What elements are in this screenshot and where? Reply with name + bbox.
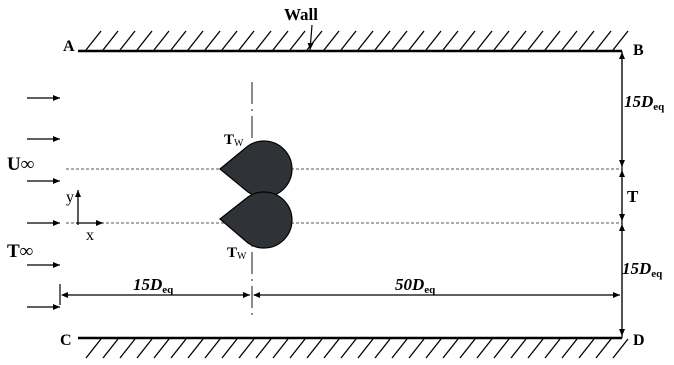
hatch-stroke	[425, 30, 442, 51]
hatch-stroke	[85, 30, 102, 51]
hatch-stroke	[442, 30, 459, 51]
hatch-stroke	[136, 30, 153, 51]
corner-d-label: D	[633, 332, 645, 349]
wall-temperature-bottom-label: TW	[227, 245, 247, 262]
hatch-stroke	[510, 30, 527, 51]
hatch-stroke	[306, 338, 323, 359]
hatch-stroke	[578, 338, 595, 359]
hatch-stroke	[136, 338, 153, 359]
hatch-stroke	[476, 30, 493, 51]
y-axis-label: y	[66, 189, 74, 206]
bottom-wall-hatching	[85, 338, 629, 359]
wall-pointer-arrow	[307, 24, 314, 51]
hatch-stroke	[374, 338, 391, 359]
hatch-stroke	[391, 338, 408, 359]
hatch-stroke	[102, 30, 119, 51]
hatch-stroke	[170, 30, 187, 51]
hatch-stroke	[187, 338, 204, 359]
hatch-stroke	[374, 30, 391, 51]
hatch-stroke	[238, 338, 255, 359]
hatch-stroke	[323, 338, 340, 359]
hatch-stroke	[340, 338, 357, 359]
hatch-stroke	[493, 338, 510, 359]
hatch-stroke	[340, 30, 357, 51]
hatch-stroke	[476, 338, 493, 359]
wall-label: Wall	[284, 5, 318, 24]
hatch-stroke	[527, 338, 544, 359]
hatch-stroke	[221, 338, 238, 359]
lower-teardrop-cylinder	[219, 191, 293, 249]
hatch-stroke	[204, 338, 221, 359]
hatch-stroke	[272, 338, 289, 359]
hatch-stroke	[595, 338, 612, 359]
hatch-stroke	[527, 30, 544, 51]
hatch-stroke	[255, 338, 272, 359]
hatch-stroke	[255, 30, 272, 51]
hatch-stroke	[323, 30, 340, 51]
hatch-stroke	[306, 30, 323, 51]
hatch-stroke	[544, 30, 561, 51]
hatch-stroke	[102, 338, 119, 359]
hatch-stroke	[153, 338, 170, 359]
dim-downstream-label: 50Deq	[395, 275, 436, 296]
corner-b-label: B	[633, 42, 644, 59]
hatch-stroke	[357, 30, 374, 51]
hatch-stroke	[425, 338, 442, 359]
hatch-stroke	[170, 338, 187, 359]
hatch-stroke	[459, 338, 476, 359]
hatch-stroke	[578, 30, 595, 51]
hatch-stroke	[595, 30, 612, 51]
dim-top-right-label: 15Deq	[624, 92, 665, 113]
hatch-stroke	[85, 338, 102, 359]
hatch-stroke	[459, 30, 476, 51]
dim-upstream-label: 15Deq	[133, 275, 174, 296]
gap-t-label: T	[627, 187, 639, 206]
hatch-stroke	[272, 30, 289, 51]
hatch-stroke	[221, 30, 238, 51]
hatch-stroke	[561, 338, 578, 359]
hatch-stroke	[289, 30, 306, 51]
inflow-arrows	[27, 95, 60, 310]
x-axis-label: x	[86, 227, 94, 244]
hatch-stroke	[238, 30, 255, 51]
wall-temperature-top-label: TW	[224, 132, 244, 149]
hatch-stroke	[153, 30, 170, 51]
hatch-stroke	[442, 338, 459, 359]
hatch-stroke	[391, 30, 408, 51]
hatch-stroke	[493, 30, 510, 51]
hatch-stroke	[612, 338, 629, 359]
u-inf-label: U∞	[7, 154, 34, 175]
hatch-stroke	[408, 338, 425, 359]
hatch-stroke	[544, 338, 561, 359]
corner-a-label: A	[63, 38, 75, 55]
hatch-stroke	[510, 338, 527, 359]
t-inf-label: T∞	[7, 241, 33, 262]
hatch-stroke	[187, 30, 204, 51]
hatch-stroke	[289, 338, 306, 359]
hatch-stroke	[612, 30, 629, 51]
hatch-stroke	[357, 338, 374, 359]
dim-bottom-right-label: 15Deq	[622, 259, 663, 280]
hatch-stroke	[119, 30, 136, 51]
hatch-stroke	[561, 30, 578, 51]
corner-c-label: C	[60, 332, 72, 349]
hatch-stroke	[204, 30, 221, 51]
hatch-stroke	[119, 338, 136, 359]
upper-teardrop-cylinder	[219, 140, 293, 198]
top-wall-hatching	[85, 30, 629, 51]
hatch-stroke	[408, 30, 425, 51]
